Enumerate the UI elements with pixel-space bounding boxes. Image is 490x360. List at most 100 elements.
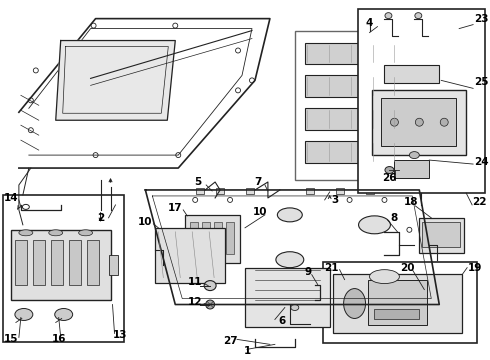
- Bar: [323, 262, 477, 343]
- Text: 14: 14: [3, 193, 18, 203]
- Bar: [368, 280, 427, 325]
- Text: 17: 17: [168, 203, 183, 213]
- Text: 10: 10: [253, 207, 267, 217]
- Bar: [305, 75, 416, 97]
- Bar: [246, 188, 254, 194]
- Ellipse shape: [236, 88, 241, 93]
- Text: 24: 24: [474, 157, 489, 167]
- Ellipse shape: [91, 23, 96, 28]
- Ellipse shape: [249, 78, 254, 83]
- Ellipse shape: [291, 305, 299, 310]
- Text: 2: 2: [97, 213, 104, 223]
- Text: 10: 10: [138, 217, 153, 227]
- Bar: [333, 274, 462, 333]
- Bar: [226, 222, 234, 254]
- Ellipse shape: [277, 208, 302, 222]
- Ellipse shape: [23, 204, 29, 210]
- Text: 22: 22: [472, 197, 487, 207]
- Bar: [11, 230, 111, 300]
- Ellipse shape: [369, 270, 399, 284]
- Ellipse shape: [49, 230, 63, 236]
- Ellipse shape: [206, 300, 215, 309]
- Ellipse shape: [385, 167, 394, 174]
- Text: 4: 4: [366, 18, 373, 28]
- Bar: [155, 228, 225, 283]
- Ellipse shape: [343, 289, 366, 319]
- Ellipse shape: [416, 118, 423, 126]
- Bar: [202, 222, 210, 254]
- Bar: [394, 160, 429, 178]
- Ellipse shape: [347, 197, 352, 202]
- Bar: [216, 188, 224, 194]
- Text: 16: 16: [51, 334, 66, 345]
- Ellipse shape: [15, 309, 33, 320]
- Text: 5: 5: [195, 177, 202, 187]
- Ellipse shape: [409, 152, 419, 159]
- Bar: [305, 108, 416, 130]
- Bar: [69, 240, 81, 285]
- Bar: [108, 255, 119, 275]
- Ellipse shape: [193, 197, 197, 202]
- Ellipse shape: [199, 216, 231, 234]
- Ellipse shape: [391, 118, 398, 126]
- Polygon shape: [146, 190, 439, 305]
- Text: 27: 27: [223, 336, 237, 346]
- Ellipse shape: [33, 68, 38, 73]
- Ellipse shape: [28, 98, 33, 103]
- Bar: [15, 240, 27, 285]
- Text: 25: 25: [474, 77, 489, 87]
- Text: 11: 11: [188, 276, 202, 287]
- Polygon shape: [19, 19, 270, 168]
- Bar: [3, 195, 124, 342]
- Text: 15: 15: [3, 334, 18, 345]
- Ellipse shape: [382, 197, 387, 202]
- Bar: [374, 310, 419, 319]
- Ellipse shape: [407, 267, 412, 272]
- Text: 1: 1: [244, 346, 250, 356]
- Bar: [51, 240, 63, 285]
- Text: 3: 3: [331, 195, 338, 205]
- Text: 26: 26: [382, 173, 397, 183]
- Ellipse shape: [276, 252, 304, 268]
- Bar: [366, 188, 373, 194]
- Ellipse shape: [440, 118, 448, 126]
- Text: 21: 21: [324, 263, 339, 273]
- Ellipse shape: [407, 227, 412, 232]
- Bar: [305, 141, 416, 163]
- Bar: [336, 188, 343, 194]
- Bar: [422, 222, 460, 247]
- Ellipse shape: [55, 309, 73, 320]
- Ellipse shape: [93, 153, 98, 158]
- Text: 23: 23: [474, 14, 489, 24]
- Bar: [305, 42, 416, 64]
- Text: 7: 7: [254, 177, 262, 187]
- Ellipse shape: [19, 230, 33, 236]
- Text: 19: 19: [468, 263, 482, 273]
- Bar: [33, 240, 45, 285]
- Text: 6: 6: [278, 316, 286, 327]
- Bar: [295, 31, 429, 180]
- Text: 18: 18: [404, 197, 418, 207]
- Bar: [87, 240, 98, 285]
- Ellipse shape: [78, 230, 93, 236]
- Ellipse shape: [227, 197, 233, 202]
- Text: 20: 20: [400, 263, 415, 273]
- Text: 12: 12: [188, 297, 202, 306]
- Bar: [190, 222, 198, 254]
- Text: 9: 9: [304, 267, 311, 276]
- Ellipse shape: [173, 277, 178, 282]
- Bar: [358, 9, 485, 193]
- Ellipse shape: [385, 13, 392, 19]
- Bar: [306, 188, 314, 194]
- Ellipse shape: [359, 216, 391, 234]
- Ellipse shape: [173, 252, 178, 257]
- Bar: [385, 66, 439, 84]
- Ellipse shape: [176, 153, 181, 158]
- Bar: [196, 188, 204, 194]
- Ellipse shape: [415, 13, 422, 19]
- Bar: [245, 268, 330, 328]
- Ellipse shape: [173, 23, 178, 28]
- Bar: [214, 222, 222, 254]
- Bar: [419, 218, 464, 253]
- Bar: [185, 215, 240, 263]
